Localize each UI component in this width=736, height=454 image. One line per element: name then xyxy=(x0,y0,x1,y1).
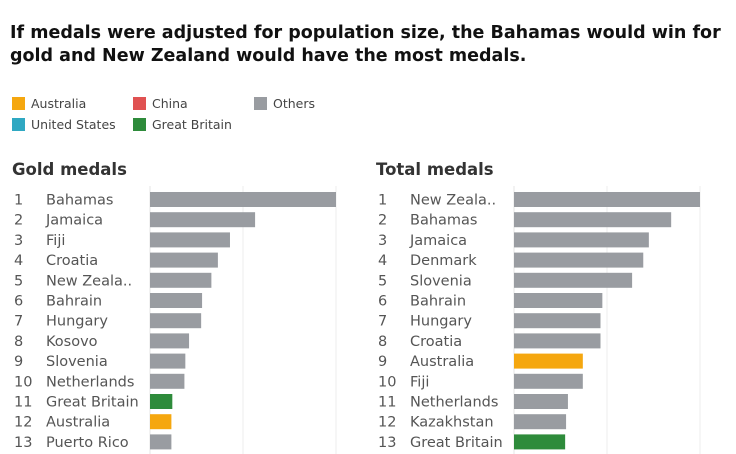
total-bar xyxy=(514,192,700,207)
gold-rank-label: 8 xyxy=(14,334,23,350)
gold-panel-title: Gold medals xyxy=(12,160,127,179)
total-bar xyxy=(514,252,644,268)
total-bar xyxy=(514,212,672,228)
gold-category-label: Bahamas xyxy=(46,193,113,209)
total-category-label: Denmark xyxy=(410,253,477,269)
gold-bar xyxy=(150,272,212,288)
gold-bar xyxy=(150,434,172,450)
total-rank-label: 9 xyxy=(378,354,387,370)
total-category-label: Great Britain xyxy=(410,435,503,451)
total-rank-label: 11 xyxy=(378,395,396,411)
legend-swatch-united-states xyxy=(12,118,25,131)
total-category-label: Croatia xyxy=(410,334,462,350)
total-category-label: Slovenia xyxy=(410,273,472,289)
total-bar xyxy=(514,353,583,369)
legend-label-united-states: United States xyxy=(31,117,116,132)
gold-bar xyxy=(150,353,186,369)
gold-bar xyxy=(150,414,172,430)
gold-category-label: Netherlands xyxy=(46,374,134,390)
total-category-label: Bahamas xyxy=(410,213,477,229)
total-rank-label: 12 xyxy=(378,415,396,431)
gold-rank-label: 3 xyxy=(14,233,23,249)
gold-category-label: Hungary xyxy=(46,314,108,330)
total-rank-label: 10 xyxy=(378,374,396,390)
gold-rank-label: 7 xyxy=(14,314,23,330)
total-category-label: Jamaica xyxy=(409,233,467,249)
total-rank-label: 7 xyxy=(378,314,387,330)
total-bar xyxy=(514,232,649,248)
gold-rank-label: 9 xyxy=(14,354,23,370)
total-bar xyxy=(514,313,601,329)
total-panel-title: Total medals xyxy=(376,160,494,179)
total-category-label: Kazakhstan xyxy=(410,415,494,431)
total-rank-label: 8 xyxy=(378,334,387,350)
total-rank-label: 13 xyxy=(378,435,396,451)
gold-bar xyxy=(150,252,218,268)
gold-bar xyxy=(150,333,190,349)
gold-bar xyxy=(150,212,256,228)
gold-category-label: Fiji xyxy=(46,233,65,249)
total-category-label: Bahrain xyxy=(410,294,466,310)
total-bar xyxy=(514,434,566,450)
gold-category-label: Jamaica xyxy=(45,213,103,229)
legend-swatch-australia xyxy=(12,97,25,110)
legend: Australia China Others United States Gre… xyxy=(12,96,412,136)
gold-rank-label: 1 xyxy=(14,193,23,209)
gold-rank-label: 6 xyxy=(14,294,23,310)
legend-label-great-britain: Great Britain xyxy=(152,117,232,132)
chart-title: If medals were adjusted for population s… xyxy=(10,23,721,66)
gold-bar xyxy=(150,192,336,207)
gold-rank-label: 13 xyxy=(14,435,32,451)
gold-category-label: Bahrain xyxy=(46,294,102,310)
total-category-label: Hungary xyxy=(410,314,472,330)
legend-label-china: China xyxy=(152,96,188,111)
total-rank-label: 1 xyxy=(378,193,387,209)
total-rank-label: 6 xyxy=(378,294,387,310)
total-rank-label: 2 xyxy=(378,213,387,229)
gold-bar xyxy=(150,313,202,329)
gold-category-label: Puerto Rico xyxy=(46,435,129,451)
gold-category-label: Australia xyxy=(46,415,110,431)
total-bar xyxy=(514,293,603,308)
gold-medals-chart: 1 Bahamas 2 Jamaica 3 Fiji 4 Croatia 5 New Zeala.… xyxy=(14,186,337,454)
total-category-label: Netherlands xyxy=(410,395,498,411)
legend-label-australia: Australia xyxy=(31,96,87,111)
total-bar xyxy=(514,414,567,430)
gold-bar xyxy=(150,293,203,308)
gold-bar xyxy=(150,232,230,248)
gold-rank-label: 10 xyxy=(14,374,32,390)
total-rank-label: 5 xyxy=(378,273,387,289)
total-category-label: Australia xyxy=(410,354,474,370)
total-bar xyxy=(514,333,601,349)
total-category-label: New Zeala.. xyxy=(410,193,496,209)
gold-rank-label: 5 xyxy=(14,273,23,289)
total-bar xyxy=(514,394,568,409)
gold-rank-label: 12 xyxy=(14,415,32,431)
gold-rank-label: 11 xyxy=(14,395,32,411)
gold-category-label: Slovenia xyxy=(46,354,108,370)
gold-category-label: New Zeala.. xyxy=(46,273,132,289)
total-rank-label: 4 xyxy=(378,253,387,269)
gold-rank-label: 4 xyxy=(14,253,23,269)
gold-bar xyxy=(150,394,173,409)
total-category-label: Fiji xyxy=(410,374,429,390)
gold-rank-label: 2 xyxy=(14,213,23,229)
total-rank-label: 3 xyxy=(378,233,387,249)
total-bar xyxy=(514,272,633,288)
total-bar xyxy=(514,373,583,389)
legend-swatch-great-britain xyxy=(133,118,146,131)
legend-label-others: Others xyxy=(273,96,316,111)
total-medals-chart: 1 New Zeala.. 2 Bahamas 3 Jamaica 4 Denmark 5 Slo… xyxy=(378,186,701,454)
gold-category-label: Croatia xyxy=(46,253,98,269)
legend-swatch-china xyxy=(133,97,146,110)
gold-category-label: Great Britain xyxy=(46,395,139,411)
legend-swatch-others xyxy=(254,97,267,110)
gold-bar xyxy=(150,373,185,389)
gold-category-label: Kosovo xyxy=(46,334,98,350)
